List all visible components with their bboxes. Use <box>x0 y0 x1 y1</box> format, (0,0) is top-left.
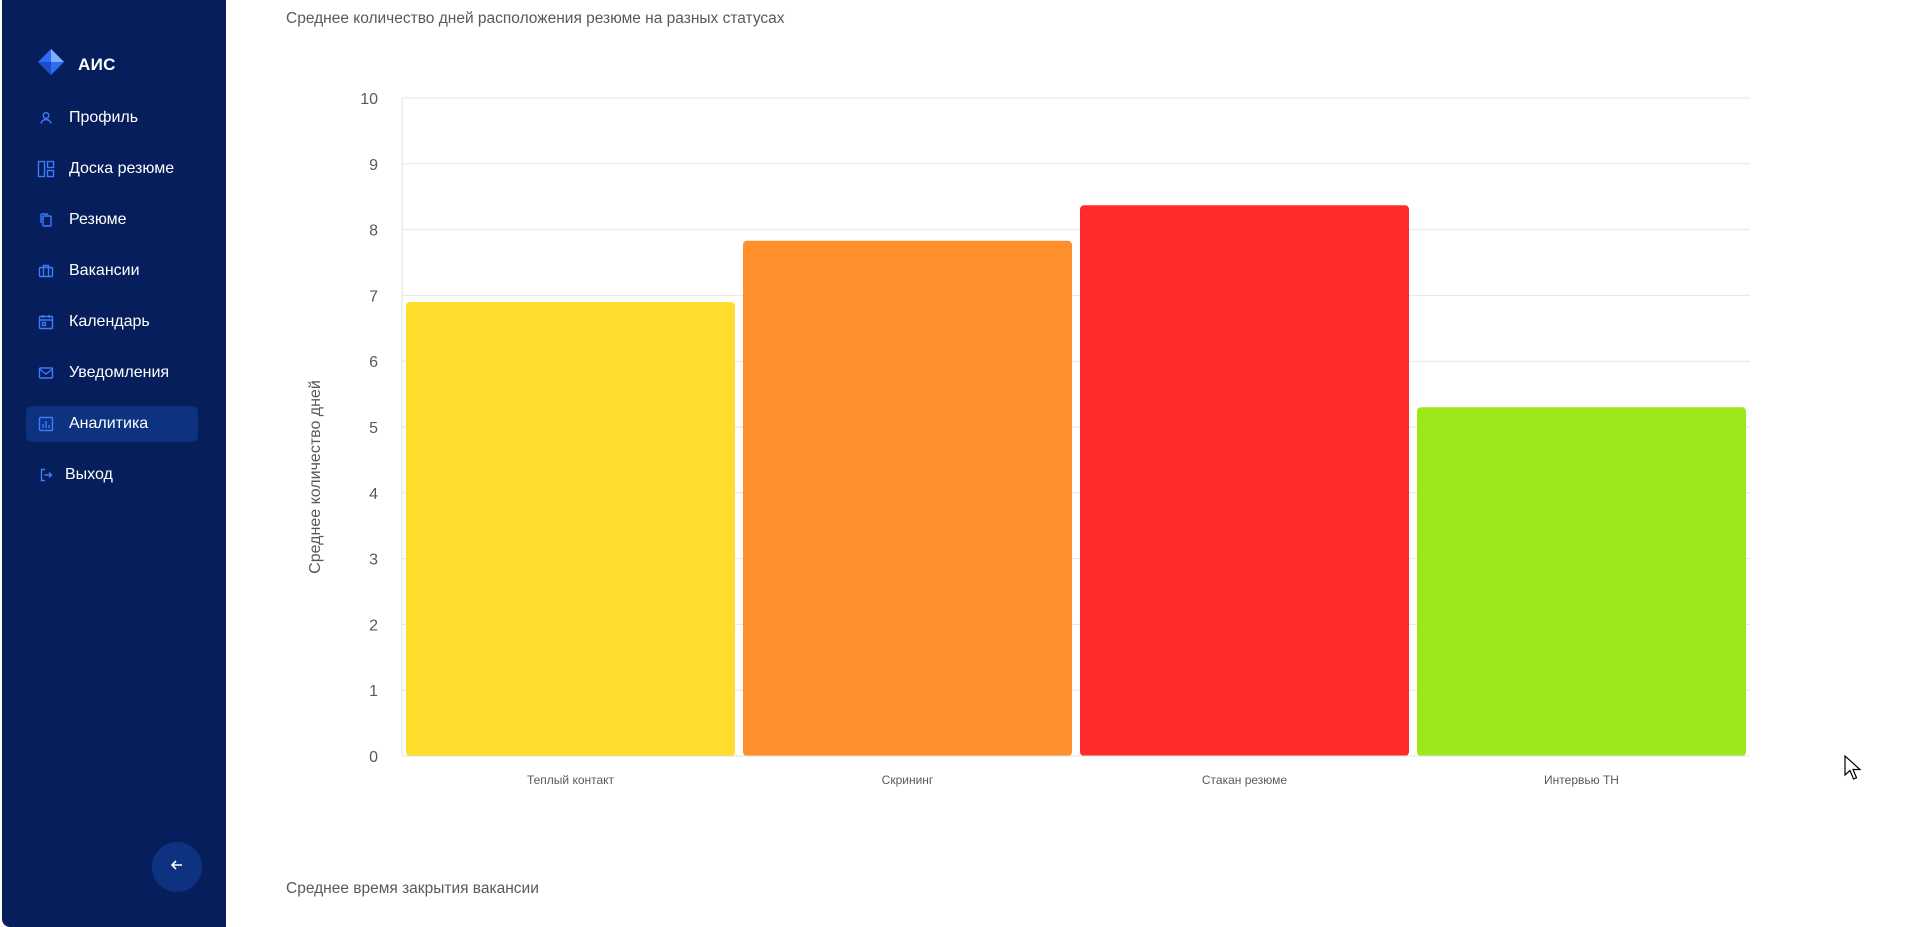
sidebar-nav: Профиль Доска резюме Резюме <box>26 100 198 508</box>
sidebar-item-label: Календарь <box>69 313 150 330</box>
sidebar-item-profile[interactable]: Профиль <box>26 100 198 136</box>
y-tick-label: 10 <box>360 91 378 108</box>
y-tick-label: 3 <box>369 552 378 569</box>
sidebar-item-notifications[interactable]: Уведомления <box>26 355 198 391</box>
brand-label: АИС <box>78 54 116 74</box>
x-tick-label: Стакан резюме <box>1202 773 1288 787</box>
y-tick-label: 1 <box>369 683 378 700</box>
sidebar-item-vacancies[interactable]: Вакансии <box>26 253 198 289</box>
y-tick-label: 5 <box>369 420 378 437</box>
bar <box>1417 407 1746 756</box>
sidebar-item-analytics[interactable]: Аналитика <box>26 406 198 442</box>
sidebar-item-resume-board[interactable]: Доска резюме <box>26 151 198 187</box>
y-tick-label: 0 <box>369 749 378 766</box>
bar-chart-icon <box>35 413 57 435</box>
mail-icon <box>35 362 57 384</box>
bar <box>743 240 1072 756</box>
logout-icon <box>35 464 57 486</box>
arrow-left-icon <box>170 858 184 877</box>
section-title-status-days: Среднее количество дней расположения рез… <box>286 10 785 27</box>
sidebar-item-calendar[interactable]: Календарь <box>26 304 198 340</box>
sidebar-item-label: Аналитика <box>69 415 149 432</box>
y-tick-label: 4 <box>369 486 378 503</box>
calendar-icon <box>35 311 57 333</box>
brand[interactable]: АИС <box>36 47 116 82</box>
y-tick-label: 7 <box>369 288 378 305</box>
sidebar-item-resume[interactable]: Резюме <box>26 202 198 238</box>
bar-chart: 0 1 2 3 4 5 6 7 8 9 10 Среднее количество дней Теплы… <box>307 91 1750 787</box>
bar <box>406 301 735 756</box>
sidebar-item-label: Резюме <box>69 211 127 228</box>
x-tick-label: Теплый контакт <box>527 773 615 787</box>
sidebar-item-label: Уведомления <box>69 364 170 381</box>
x-tick-label: Скрининг <box>882 773 934 787</box>
sidebar-item-logout[interactable]: Выход <box>26 457 198 493</box>
user-icon <box>35 107 57 129</box>
status-days-chart: 0 1 2 3 4 5 6 7 8 9 10 Среднее количество дней Теплы… <box>296 70 1776 810</box>
briefcase-icon <box>35 260 57 282</box>
y-tick-label: 2 <box>369 617 378 634</box>
sidebar-item-label: Профиль <box>69 109 139 126</box>
sidebar: АИС Профиль Доска резюме <box>2 0 226 927</box>
y-axis-label: Среднее количество дней <box>307 380 324 574</box>
y-tick-label: 6 <box>369 354 378 371</box>
mouse-cursor-icon <box>1844 754 1862 786</box>
dashboard-icon <box>35 158 57 180</box>
bar <box>1080 205 1409 756</box>
sidebar-item-label: Вакансии <box>69 262 140 279</box>
sidebar-item-label: Выход <box>65 466 113 483</box>
section-title-vacancy-closing: Среднее время закрытия вакансии <box>286 880 539 897</box>
y-tick-label: 9 <box>369 157 378 174</box>
copy-icon <box>35 209 57 231</box>
x-tick-label: Интервью ТН <box>1544 773 1619 787</box>
y-tick-label: 8 <box>369 223 378 240</box>
sidebar-item-label: Доска резюме <box>69 160 175 177</box>
collapse-sidebar-button[interactable] <box>152 842 202 892</box>
logo-icon <box>36 47 66 82</box>
